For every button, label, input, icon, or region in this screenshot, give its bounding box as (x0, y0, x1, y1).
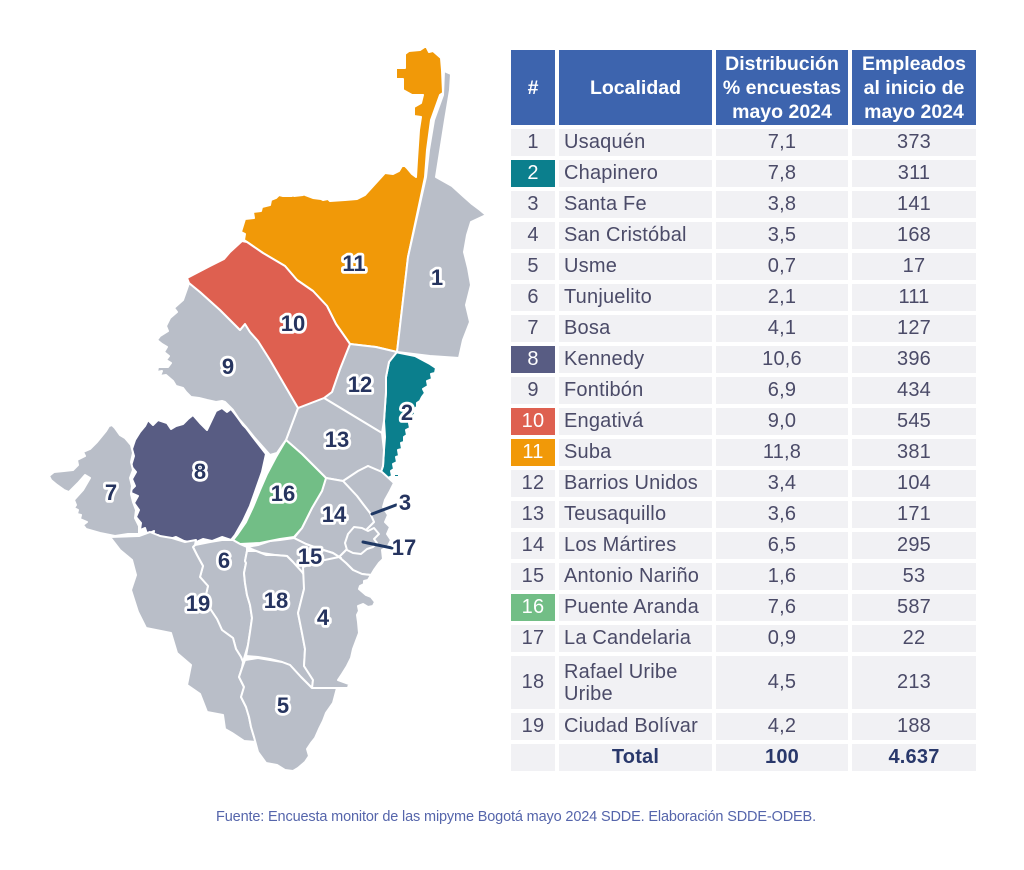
svg-text:8: 8 (194, 459, 206, 484)
svg-text:12: 12 (348, 372, 372, 397)
svg-text:4: 4 (317, 605, 330, 630)
svg-text:18: 18 (264, 588, 288, 613)
svg-text:5: 5 (277, 693, 289, 718)
svg-text:3: 3 (399, 490, 411, 515)
svg-text:9: 9 (222, 354, 234, 379)
svg-text:16: 16 (271, 481, 295, 506)
svg-text:10: 10 (281, 311, 305, 336)
svg-text:1: 1 (431, 265, 443, 290)
svg-text:14: 14 (322, 502, 347, 527)
svg-text:7: 7 (105, 480, 117, 505)
svg-text:19: 19 (186, 591, 210, 616)
svg-text:17: 17 (392, 535, 416, 560)
svg-text:11: 11 (342, 251, 365, 276)
svg-text:13: 13 (325, 427, 349, 452)
svg-text:15: 15 (298, 544, 322, 569)
svg-text:6: 6 (218, 548, 230, 573)
svg-text:2: 2 (401, 400, 413, 425)
